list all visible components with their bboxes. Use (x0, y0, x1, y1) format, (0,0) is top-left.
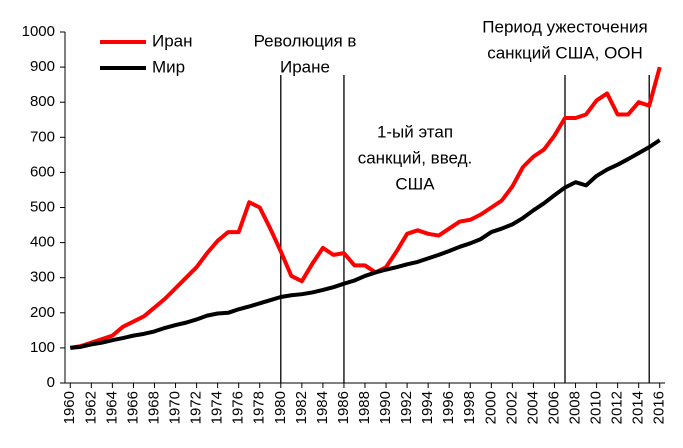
x-tick-label: 1974 (209, 391, 226, 424)
annotation: санкций, введ. (358, 148, 473, 167)
x-tick-label: 1972 (188, 391, 205, 424)
x-tick-label: 1968 (145, 391, 162, 424)
x-tick-label: 1960 (61, 391, 78, 424)
x-tick-label: 2004 (524, 391, 541, 424)
y-tick-label: 900 (30, 58, 55, 75)
y-tick-label: 600 (30, 163, 55, 180)
x-tick-label: 2006 (545, 391, 562, 424)
y-tick-label: 500 (30, 198, 55, 215)
annotation: Революция в (254, 31, 357, 50)
x-tick-label: 2010 (588, 391, 605, 424)
series-line (69, 66, 662, 350)
legend-label: Иран (152, 31, 193, 50)
x-tick-label: 1976 (230, 391, 247, 424)
x-tick-label: 2002 (503, 391, 520, 424)
x-tick-label: 1978 (251, 391, 268, 424)
annotation: санкций США, ООН (487, 43, 643, 62)
y-tick-label: 700 (30, 128, 55, 145)
annotation: Иране (280, 57, 330, 76)
annotation: Период ужесточения (482, 17, 647, 36)
annotation: США (395, 174, 435, 193)
x-tick-label: 2008 (566, 391, 583, 424)
x-tick-label: 1994 (419, 391, 436, 424)
y-tick-label: 800 (30, 93, 55, 110)
x-tick-label: 1980 (272, 391, 289, 424)
x-tick-label: 2014 (630, 391, 647, 424)
legend-label: Мир (152, 57, 185, 76)
y-tick-label: 300 (30, 269, 55, 286)
annotation: 1-ый этап (377, 122, 453, 141)
x-tick-label: 1982 (293, 391, 310, 424)
x-tick-label: 2012 (609, 391, 626, 424)
x-tick-label: 1990 (377, 391, 394, 424)
y-tick-label: 1000 (22, 23, 55, 40)
x-tick-label: 1988 (356, 391, 373, 424)
x-tick-label: 1962 (82, 391, 99, 424)
x-tick-label: 2016 (651, 391, 668, 424)
y-tick-label: 100 (30, 339, 55, 356)
x-tick-label: 1986 (335, 391, 352, 424)
x-tick-label: 1964 (103, 391, 120, 424)
y-tick-label: 0 (47, 374, 55, 391)
x-tick-label: 1992 (398, 391, 415, 424)
x-tick-label: 1996 (440, 391, 457, 424)
y-tick-label: 400 (30, 234, 55, 251)
x-tick-label: 2000 (482, 391, 499, 424)
x-tick-label: 1970 (166, 391, 183, 424)
x-tick-label: 1984 (314, 391, 331, 424)
series-line (70, 138, 661, 350)
y-tick-label: 200 (30, 304, 55, 321)
x-tick-label: 1966 (124, 391, 141, 424)
x-tick-label: 1998 (461, 391, 478, 424)
